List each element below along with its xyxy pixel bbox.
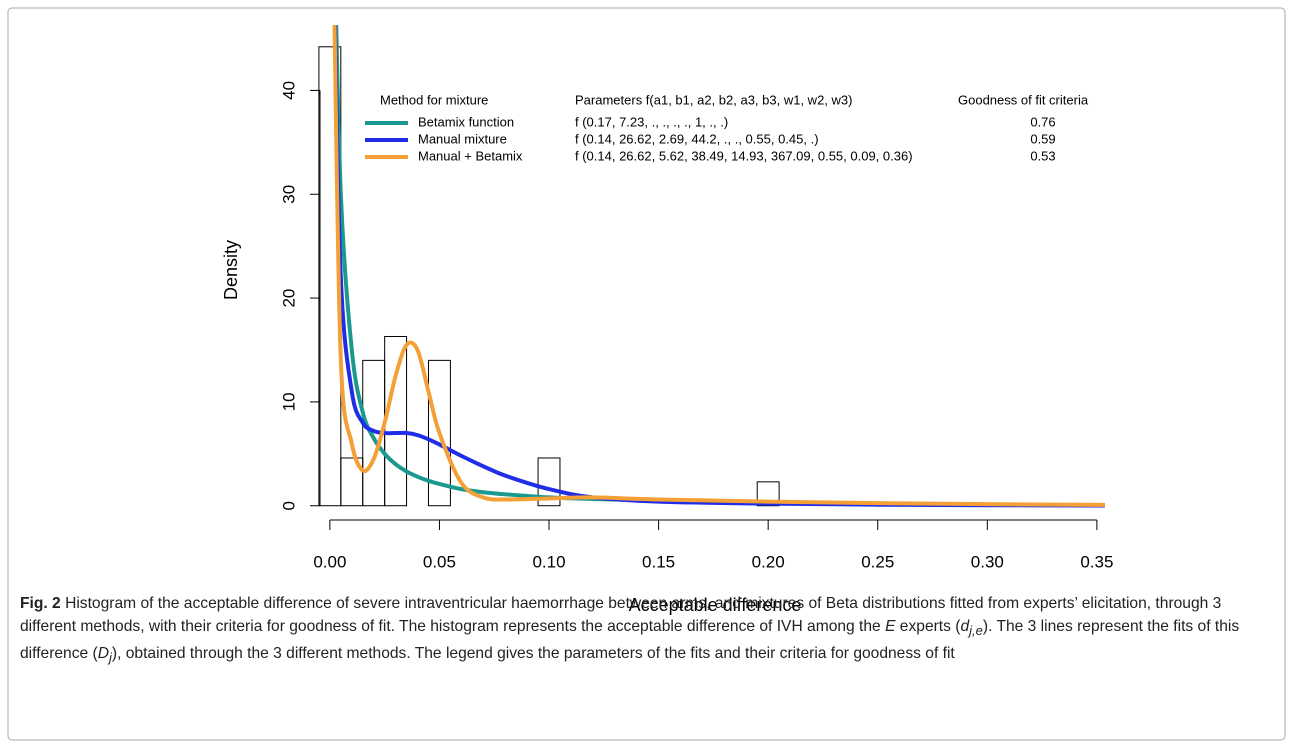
legend-gof: 0.59 — [1030, 131, 1055, 146]
histogram-bar — [537, 457, 561, 507]
x-tick-label: 0.00 — [313, 552, 346, 571]
y-tick-label: 10 — [279, 392, 298, 411]
y-axis-label: Density — [221, 240, 241, 300]
x-tick-label: 0.35 — [1080, 552, 1113, 571]
caption-text: ), obtained through the 3 different meth… — [111, 645, 955, 663]
legend-label: Manual mixture — [418, 131, 507, 146]
figure-border — [7, 7, 1286, 741]
histogram-bar — [756, 481, 780, 507]
x-tick-label: 0.30 — [971, 552, 1004, 571]
x-tick-label: 0.25 — [861, 552, 894, 571]
legend-gof: 0.76 — [1030, 114, 1055, 129]
legend-header: Parameters f(a1, b1, a2, b2, a3, b3, w1,… — [575, 92, 852, 107]
density-curve — [332, 25, 1105, 508]
density-curve — [332, 25, 1105, 507]
y-tick-label: 30 — [279, 185, 298, 204]
y-tick-label: 0 — [279, 501, 298, 510]
caption-text: E — [885, 618, 896, 635]
x-tick-label: 0.15 — [642, 552, 675, 571]
curves — [332, 25, 1105, 508]
legend-label: Manual + Betamix — [418, 148, 523, 163]
legend-label: Betamix function — [418, 114, 514, 129]
y-tick-label: 20 — [279, 289, 298, 308]
caption-text: j,e — [969, 623, 983, 639]
caption: Fig. 2 Histogram of the acceptable diffe… — [20, 592, 1278, 669]
caption-text: d — [960, 618, 970, 635]
x-axis-label: Acceptable difference — [629, 595, 802, 615]
caption-text: Histogram of the acceptable difference o… — [20, 595, 1222, 635]
caption-label: Fig. 2 — [20, 595, 61, 612]
legend-params: f (0.17, 7.23, ., ., ., ., 1, ., .) — [575, 114, 728, 129]
histogram-bar — [384, 335, 408, 507]
legend-gof: 0.53 — [1030, 148, 1055, 163]
histogram-bar — [427, 359, 451, 507]
y-tick-label: 40 — [279, 81, 298, 100]
caption-text: D — [97, 645, 109, 663]
caption-text: experts ( — [895, 618, 961, 635]
x-tick-label: 0.05 — [423, 552, 456, 571]
legend-params: f (0.14, 26.62, 2.69, 44.2, ., ., 0.55, … — [575, 131, 819, 146]
legend-params: f (0.14, 26.62, 5.62, 38.49, 14.93, 367.… — [575, 148, 913, 163]
x-tick-label: 0.10 — [532, 552, 565, 571]
x-tick-label: 0.20 — [752, 552, 785, 571]
caption-text: ). The 3 lines represent the fits of thi… — [20, 618, 1240, 663]
legend-header: Method for mixture — [380, 92, 488, 107]
legend-header: Goodness of fit criteria — [958, 92, 1089, 107]
caption-text: j — [109, 650, 112, 666]
